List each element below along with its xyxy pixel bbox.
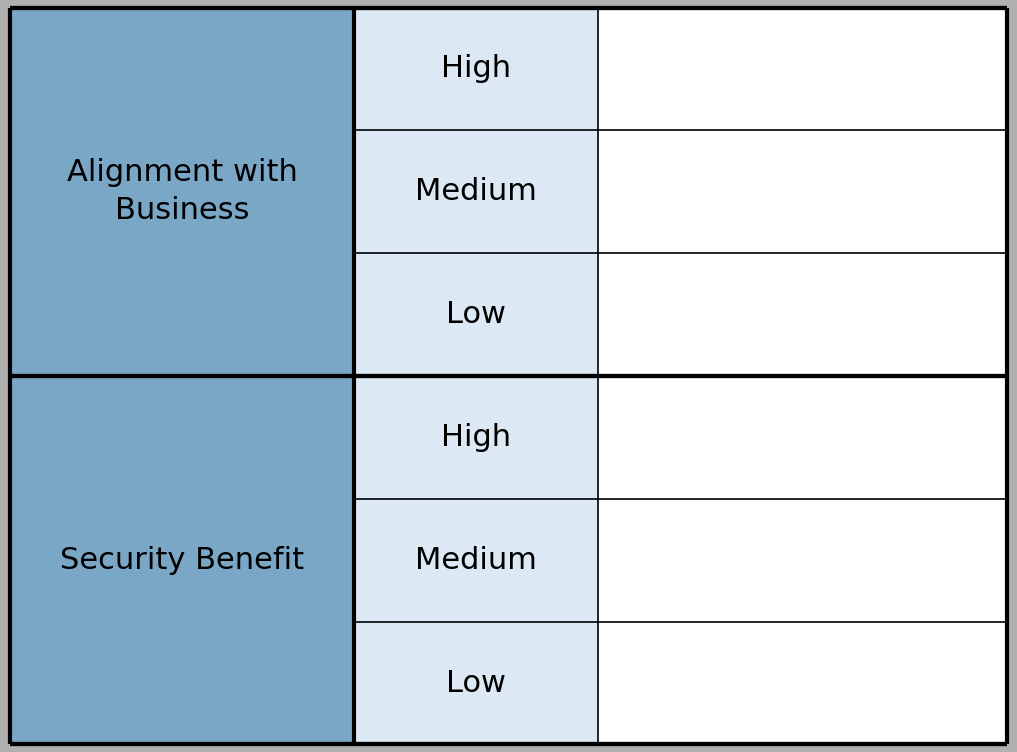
Bar	[598, 8, 992, 130]
Text: Medium: Medium	[415, 546, 537, 575]
Bar	[10, 8, 354, 376]
Bar	[598, 622, 992, 744]
Bar	[354, 8, 598, 130]
Text: Low: Low	[446, 300, 506, 329]
Text: High: High	[441, 423, 512, 452]
Text: Medium: Medium	[415, 177, 537, 206]
Text: High: High	[441, 54, 512, 83]
Bar	[598, 499, 992, 622]
Bar	[598, 376, 992, 499]
Text: Security Benefit: Security Benefit	[60, 546, 304, 575]
Bar	[354, 253, 598, 376]
Bar	[354, 622, 598, 744]
Bar	[354, 499, 598, 622]
Bar	[598, 130, 992, 253]
Text: Alignment with
Business: Alignment with Business	[67, 158, 298, 226]
Bar	[10, 376, 354, 744]
Bar	[354, 376, 598, 499]
Bar	[354, 130, 598, 253]
Bar	[598, 253, 992, 376]
Text: Low: Low	[446, 669, 506, 698]
